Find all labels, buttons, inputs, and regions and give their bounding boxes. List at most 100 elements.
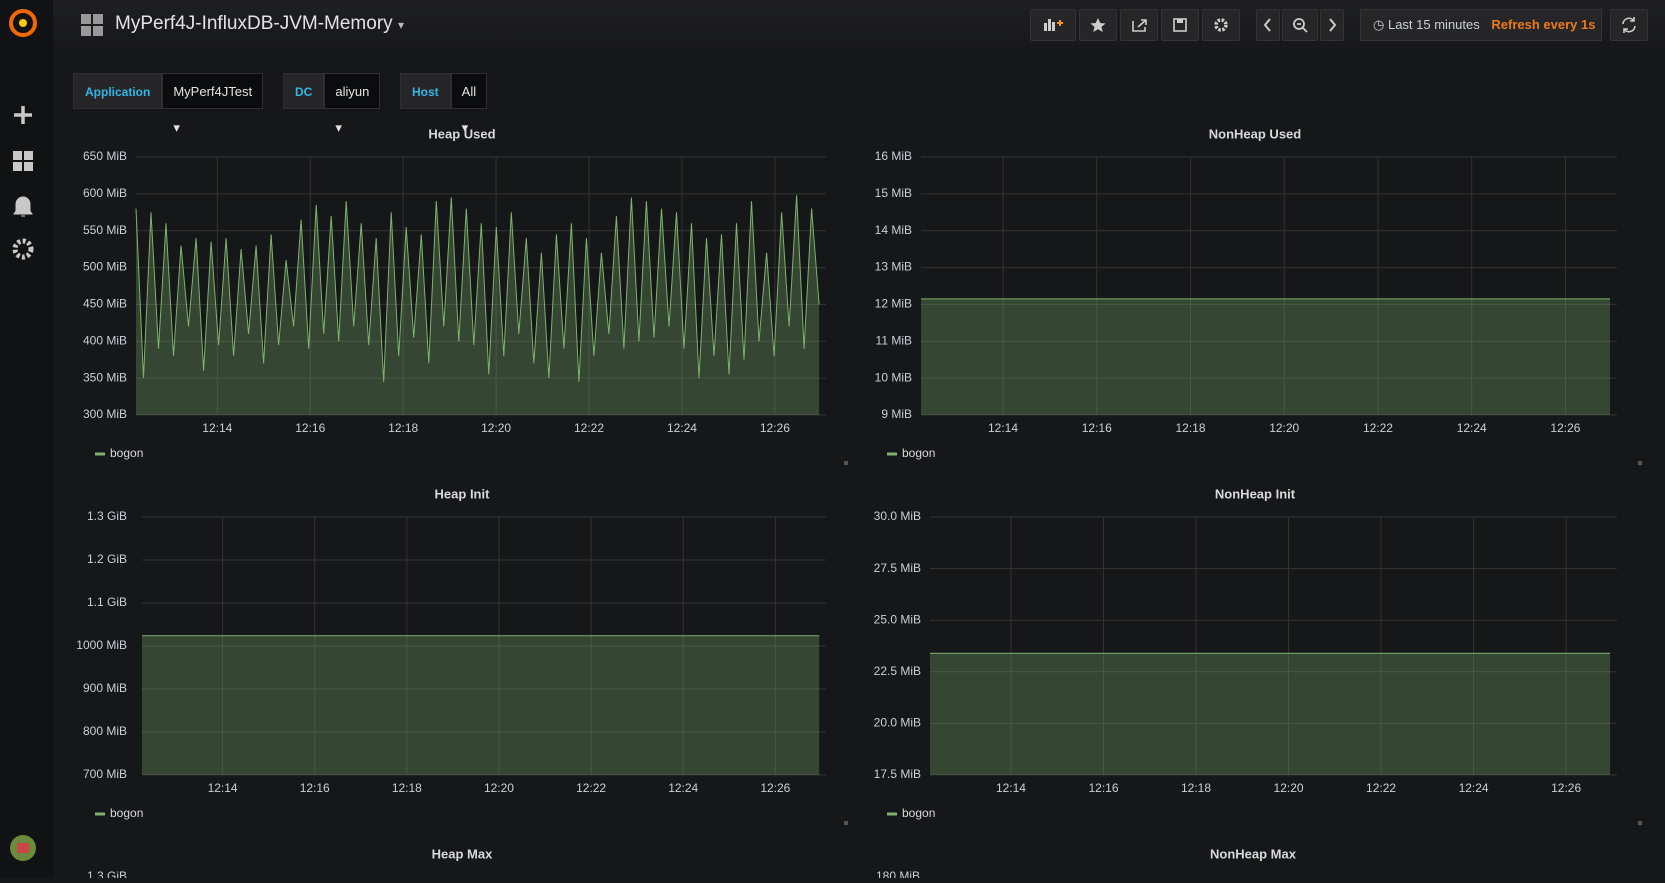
- panel-title: NonHeap Max: [1210, 846, 1297, 861]
- refresh-interval: Refresh every 1s: [1491, 17, 1596, 32]
- legend-label: bogon: [902, 806, 935, 820]
- panel-resize: [1638, 461, 1642, 465]
- x-tick-label: 12:18: [392, 781, 422, 795]
- variable-value[interactable]: All ▾: [450, 73, 488, 135]
- panels: Heap Used 300 MiB 350 MiB 400 MiB 450 MiB 500…: [76, 126, 1642, 878]
- icon: [1329, 18, 1337, 32]
- variable: DC aliyun ▾: [283, 73, 381, 135]
- x-tick-label: 12:20: [1274, 781, 1304, 795]
- alerting-icon[interactable]: [13, 196, 33, 217]
- y-tick-label: 400 MiB: [83, 333, 127, 347]
- refresh-button[interactable]: [1610, 9, 1648, 41]
- dashboard-picker[interactable]: MyPerf4J-InfluxDB-JVM-Memory ▾: [115, 13, 404, 35]
- x-tick-label: 12:18: [1181, 781, 1211, 795]
- x-tick-label: 12:22: [1363, 421, 1393, 435]
- x-tick-label: 12:22: [1366, 781, 1396, 795]
- config-icon[interactable]: [12, 238, 34, 260]
- y-tick-label: 12 MiB: [875, 297, 912, 311]
- panel-resize: [1638, 821, 1642, 825]
- caret: ▾: [397, 18, 404, 32]
- variable-value[interactable]: aliyun ▾: [324, 73, 381, 135]
- panel-title: Heap Init: [435, 486, 491, 501]
- legend-label: bogon: [110, 446, 143, 460]
- logo-dot: [19, 19, 27, 27]
- x-tick-label: 12:20: [1269, 421, 1299, 435]
- y-tick-label: 300 MiB: [83, 407, 127, 421]
- star-button[interactable]: [1079, 9, 1117, 41]
- time-picker[interactable]: ◷ Last 15 minutes Refresh every 1s: [1360, 9, 1602, 41]
- icon: [1044, 19, 1063, 31]
- zoom-out-button[interactable]: [1282, 9, 1318, 41]
- y-tick-label: 30.0 MiB: [874, 509, 921, 523]
- logo[interactable]: [9, 9, 37, 37]
- top-bar: MyPerf4J-InfluxDB-JVM-Memory ▾ ◷ Last 15…: [53, 0, 1665, 50]
- panel-resize: [844, 461, 848, 465]
- x-tick-label: 12:22: [576, 781, 606, 795]
- create-icon[interactable]: [14, 106, 32, 124]
- avatar-face: [17, 843, 29, 853]
- variable-value[interactable]: MyPerf4JTest ▾: [162, 73, 264, 135]
- y-tick-label: 11 MiB: [876, 333, 912, 347]
- panel-title: NonHeap Init: [1215, 486, 1296, 501]
- time-forward-button[interactable]: [1320, 9, 1344, 41]
- panel: NonHeap Init 17.5 MiB 20.0 MiB 22.5 MiB 25.0…: [874, 486, 1642, 825]
- y-tick-label: 450 MiB: [83, 297, 127, 311]
- x-tick-label: 12:14: [208, 781, 238, 795]
- sidebar: [0, 0, 53, 878]
- y-tick-label: 17.5 MiB: [874, 767, 921, 781]
- icon: [1132, 19, 1147, 32]
- x-tick-label: 12:24: [667, 421, 697, 435]
- legend-label: bogon: [902, 446, 935, 460]
- area: [136, 195, 820, 415]
- variable-label: Application: [73, 73, 163, 109]
- y-tick-label: 180 MiB: [876, 869, 920, 878]
- x-tick-label: 12:26: [1551, 781, 1581, 795]
- x-tick-label: 12:18: [388, 421, 418, 435]
- y-tick-label: 1.3 GiB: [87, 509, 127, 523]
- panel: Heap Init 700 MiB 800 MiB 900 MiB 1000 MiB 1.…: [76, 486, 848, 825]
- area: [921, 298, 1611, 415]
- y-tick-label: 16 MiB: [875, 149, 912, 163]
- x-tick-label: 12:18: [1175, 421, 1205, 435]
- legend-label: bogon: [110, 806, 143, 820]
- variable-label: DC: [283, 73, 325, 109]
- add-panel-button[interactable]: [1030, 9, 1076, 41]
- y-tick-label: 350 MiB: [83, 370, 127, 384]
- icon: [1173, 18, 1187, 32]
- y-tick-label: 15 MiB: [875, 186, 912, 200]
- y-tick-label: 27.5 MiB: [874, 561, 921, 575]
- x-tick-label: 12:16: [295, 421, 325, 435]
- dashboard-icon[interactable]: [81, 14, 103, 36]
- x-tick-label: 12:24: [668, 781, 698, 795]
- y-tick-label: 13 MiB: [875, 260, 912, 274]
- time-back-button[interactable]: [1256, 9, 1280, 41]
- x-tick-label: 12:16: [300, 781, 330, 795]
- x-tick-label: 12:24: [1459, 781, 1489, 795]
- y-tick-label: 1.3 GiB: [87, 869, 127, 878]
- variable-label: Host: [400, 73, 451, 109]
- value-text: aliyun: [335, 84, 370, 99]
- y-tick-label: 900 MiB: [83, 681, 127, 695]
- panel-title: Heap Max: [432, 846, 493, 861]
- save-button[interactable]: [1161, 9, 1199, 41]
- x-tick-label: 12:14: [996, 781, 1026, 795]
- clock-icon: ◷: [1373, 17, 1385, 32]
- panel-title: NonHeap Used: [1209, 126, 1302, 141]
- y-tick-label: 600 MiB: [83, 186, 127, 200]
- x-tick-label: 12:26: [760, 781, 790, 795]
- icon: [1263, 18, 1271, 32]
- icon: [1622, 17, 1636, 33]
- y-tick-label: 25.0 MiB: [874, 612, 921, 626]
- line: [135, 195, 820, 382]
- share-button[interactable]: [1120, 9, 1158, 41]
- x-tick-label: 12:16: [1082, 421, 1112, 435]
- y-tick-label: 9 MiB: [881, 407, 912, 421]
- dashboard-title: MyPerf4J-InfluxDB-JVM-Memory: [115, 13, 393, 34]
- area: [142, 635, 820, 775]
- dashboards-icon[interactable]: [13, 151, 33, 171]
- y-tick-label: 20.0 MiB: [874, 716, 921, 730]
- value-text: MyPerf4JTest: [173, 84, 253, 99]
- settings-button[interactable]: [1202, 9, 1240, 41]
- icon: [1214, 18, 1228, 32]
- x-tick-label: 12:20: [481, 421, 511, 435]
